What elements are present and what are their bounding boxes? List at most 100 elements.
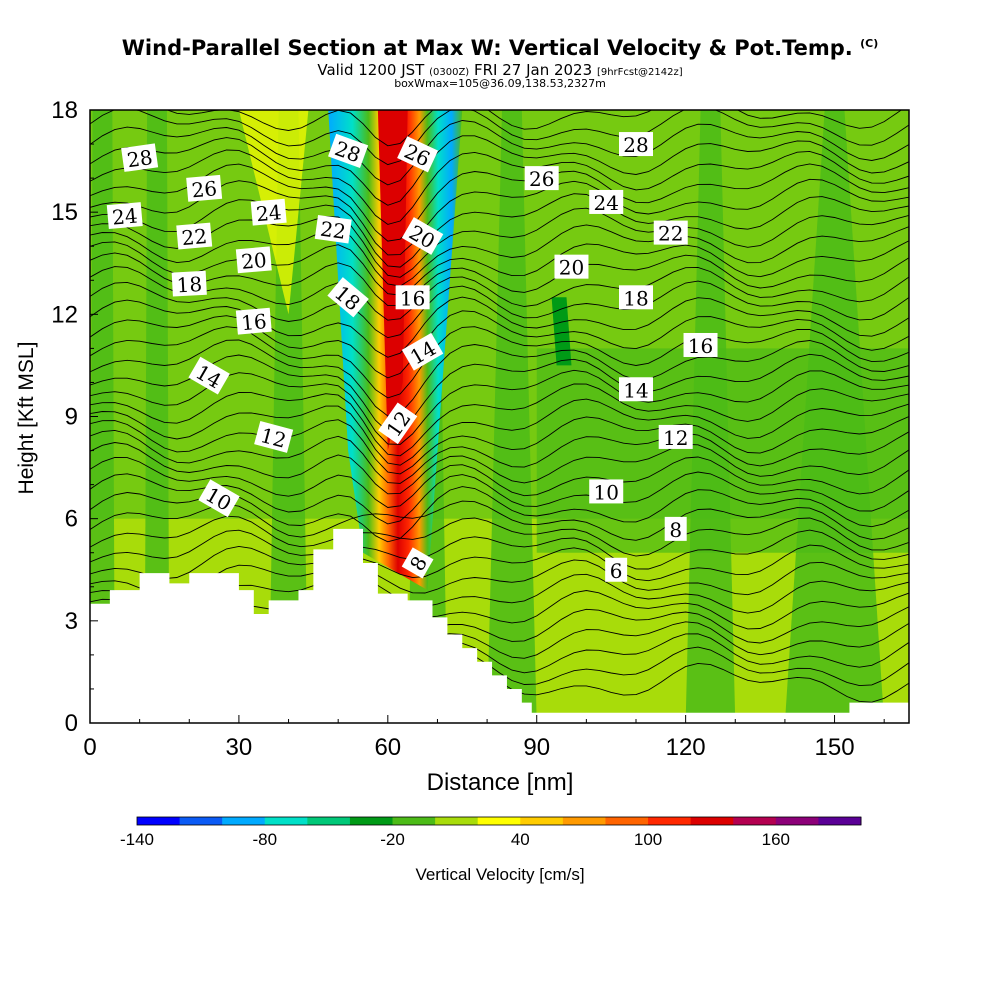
x-axis: 0 30 60 90 120 150 [83, 715, 885, 761]
y-tick-label: 9 [65, 404, 78, 431]
colorbar-swatch [179, 817, 223, 825]
theta-label-box [235, 307, 272, 335]
colorbar-label: Vertical Velocity [cm/s] [415, 865, 584, 884]
theta-label-text: 28 [126, 145, 155, 172]
x-tick-label: 150 [815, 734, 855, 761]
theta-contour-line [90, 135, 909, 206]
theta-label-text: 28 [623, 133, 648, 157]
theta-label-box [554, 254, 589, 279]
theta-label: 28 [619, 132, 653, 157]
theta-contour-line [166, 110, 903, 147]
theta-label: 24 [589, 189, 624, 215]
y-tick-label: 6 [65, 506, 78, 533]
y-tick-label: 15 [51, 199, 78, 226]
colorbar-swatch [264, 817, 308, 825]
theta-label-text: 22 [658, 222, 683, 246]
theta-label-box [186, 174, 223, 202]
theta-label-box [619, 377, 653, 402]
theta-label: 8 [401, 547, 434, 579]
theta-contour-line [90, 296, 909, 358]
theta-contour-line [90, 429, 909, 484]
theta-label-text: 6 [610, 559, 623, 583]
y-axis-label: Height [Kft MSL] [15, 342, 38, 495]
shade-updraft-core [377, 110, 408, 451]
theta-label-box [653, 220, 688, 245]
theta-label: 24 [106, 202, 143, 230]
theta-label-box [314, 214, 352, 244]
theta-contour-line [90, 266, 909, 321]
theta-label-box [395, 285, 430, 310]
theta-label: 18 [171, 270, 207, 297]
colorbar-swatch [222, 817, 266, 825]
theta-label-box [605, 557, 628, 582]
theta-label-box [121, 143, 159, 172]
theta-label-text: 24 [255, 200, 282, 226]
colorbar-tick-label: -20 [380, 830, 405, 849]
theta-label: 20 [554, 254, 589, 280]
theta-label-box [401, 217, 444, 255]
y-tick-label: 12 [51, 301, 78, 328]
theta-label-box [106, 202, 143, 230]
theta-label: 14 [619, 377, 653, 402]
colorbar-swatch [137, 817, 181, 825]
theta-label-box [658, 424, 693, 449]
colorbar-swatch [648, 817, 692, 825]
theta-label-box [397, 136, 439, 173]
y-axis: 0 3 6 9 12 15 18 [51, 97, 98, 737]
theta-label-text: 16 [240, 309, 267, 335]
colorbar-tick-label: 40 [511, 830, 530, 849]
theta-label: 12 [658, 424, 693, 450]
theta-contour-line [90, 456, 909, 508]
theta-contour-line [90, 149, 909, 225]
theta-label-text: 26 [191, 176, 218, 202]
theta-label: 24 [250, 198, 287, 226]
theta-contour-line [90, 110, 909, 166]
theta-label: 8 [664, 516, 687, 542]
colorbar-swatch [562, 817, 606, 825]
theta-label-text: 12 [663, 426, 688, 450]
theta-label: 16 [683, 332, 718, 358]
colorbar-swatch [605, 817, 649, 825]
theta-label-box [235, 246, 272, 274]
colorbar-swatch [520, 817, 564, 825]
theta-label: 28 [121, 143, 159, 172]
theta-label-box [619, 285, 653, 310]
x-tick-label: 0 [83, 734, 96, 761]
theta-contour-line [90, 224, 909, 287]
theta-contour-line [90, 163, 909, 242]
theta-label-box [378, 402, 418, 445]
y-tick-label: 0 [65, 710, 78, 737]
theta-label-box [328, 133, 369, 168]
theta-contour-line [90, 529, 909, 570]
theta-label-box [171, 270, 207, 297]
theta-label-box [250, 198, 287, 226]
colorbar-swatch [307, 817, 351, 825]
theta-label: 26 [186, 174, 223, 202]
chart-title: Wind-Parallel Section at Max W: Vertical… [121, 36, 879, 60]
theta-label-text: 10 [593, 480, 618, 504]
theta-label-text: 8 [669, 518, 682, 542]
theta-contour-line [90, 240, 909, 296]
theta-label-text: 16 [400, 286, 425, 310]
theta-label: 22 [314, 214, 352, 244]
colorbar-swatch [477, 817, 521, 825]
colorbar-swatch [349, 817, 394, 825]
terrain-mask [90, 528, 909, 723]
y-tick-label: 18 [51, 97, 78, 124]
theta-label-box [327, 277, 369, 318]
theta-contour-line [90, 339, 909, 417]
theta-contour-line [90, 383, 909, 457]
theta-contour-line [90, 442, 909, 495]
theta-label-text: 20 [559, 256, 584, 280]
theta-label-box [401, 332, 444, 371]
theta-contour-line [90, 178, 909, 256]
theta-contour-line [90, 252, 909, 307]
theta-contour-line [90, 559, 909, 598]
x-tick-label: 120 [666, 734, 706, 761]
theta-label-box [589, 189, 624, 214]
theta-label: 18 [619, 285, 653, 310]
theta-label: 22 [176, 222, 213, 250]
colorbar-swatch [818, 817, 862, 825]
theta-label-box [619, 132, 653, 157]
theta-label-text: 24 [593, 191, 618, 215]
